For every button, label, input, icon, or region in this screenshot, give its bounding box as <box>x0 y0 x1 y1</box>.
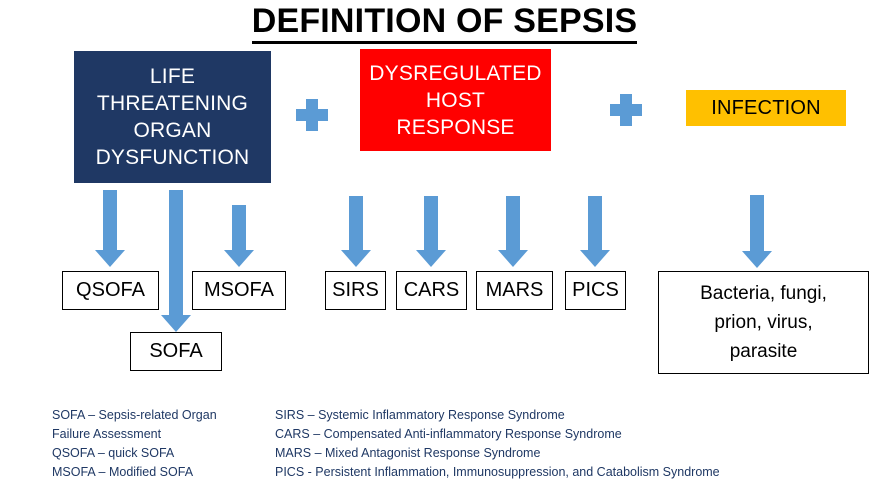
arrow-shaft <box>232 205 246 250</box>
concept-box-life-threatening-organ-dysfunction: LIFE THREATENING ORGAN DYSFUNCTION <box>74 51 271 183</box>
concept-label-infection: INFECTION <box>711 97 821 119</box>
criteria-box-cars: CARS <box>396 271 467 310</box>
concept-box-infection: INFECTION <box>686 90 846 126</box>
arrow-down-to-mars <box>498 196 528 267</box>
criteria-box-sofa: SOFA <box>130 332 222 371</box>
arrow-shaft <box>588 196 602 250</box>
arrow-shaft <box>169 190 183 315</box>
concept-label-dysregulated-host-response: DYSREGULATED HOST RESPONSE <box>369 61 542 139</box>
arrow-down-to-sofa <box>161 190 191 335</box>
criteria-box-sirs: SIRS <box>325 271 386 310</box>
arrow-shaft <box>349 196 363 250</box>
criteria-label-pics: PICS <box>572 279 619 301</box>
arrow-head-icon <box>742 251 772 268</box>
criteria-box-pathogens: Bacteria, fungi, prion, virus, parasite <box>658 271 869 374</box>
page-title-text: DEFINITION OF SEPSIS <box>251 2 638 44</box>
criteria-label-sofa: SOFA <box>149 340 203 362</box>
arrow-shaft <box>506 196 520 250</box>
criteria-box-msofa: MSOFA <box>192 271 286 310</box>
criteria-label-qsofa: QSOFA <box>76 279 145 301</box>
criteria-label-cars: CARS <box>403 279 460 301</box>
arrow-down-to-pathogens <box>742 195 772 268</box>
plus-icon-2-vertical-bar <box>620 94 632 126</box>
criteria-label-msofa: MSOFA <box>203 279 274 301</box>
arrow-head-icon <box>224 250 254 267</box>
arrow-down-to-cars <box>416 196 446 267</box>
plus-icon-1-vertical-bar <box>306 99 318 131</box>
criteria-box-qsofa: QSOFA <box>62 271 159 310</box>
arrow-shaft <box>424 196 438 250</box>
concept-label-life-threatening-organ-dysfunction: LIFE THREATENING ORGAN DYSFUNCTION <box>95 65 250 169</box>
arrow-shaft <box>103 190 117 250</box>
criteria-label-sirs: SIRS <box>332 279 379 301</box>
arrow-head-icon <box>95 250 125 267</box>
arrow-head-icon <box>580 250 610 267</box>
arrow-head-icon <box>341 250 371 267</box>
criteria-box-mars: MARS <box>476 271 553 310</box>
arrow-down-to-sirs <box>341 196 371 267</box>
legend-left: SOFA – Sepsis-related Organ Failure Asse… <box>52 408 217 479</box>
plus-icon-2 <box>610 94 642 126</box>
arrow-head-icon <box>161 315 191 332</box>
criteria-box-pics: PICS <box>565 271 626 310</box>
arrow-down-to-pics <box>580 196 610 267</box>
plus-icon-1 <box>296 99 328 131</box>
arrow-shaft <box>750 195 764 251</box>
legend-right: SIRS – Systemic Inflammatory Response Sy… <box>275 408 720 479</box>
concept-box-dysregulated-host-response: DYSREGULATED HOST RESPONSE <box>360 49 551 151</box>
arrow-down-to-qsofa <box>95 190 125 267</box>
criteria-label-mars: MARS <box>485 279 544 301</box>
arrow-down-to-msofa <box>224 205 254 267</box>
page-title: DEFINITION OF SEPSIS <box>0 0 889 44</box>
criteria-label-pathogens: Bacteria, fungi, prion, virus, parasite <box>700 283 827 362</box>
arrow-head-icon <box>498 250 528 267</box>
arrow-head-icon <box>416 250 446 267</box>
